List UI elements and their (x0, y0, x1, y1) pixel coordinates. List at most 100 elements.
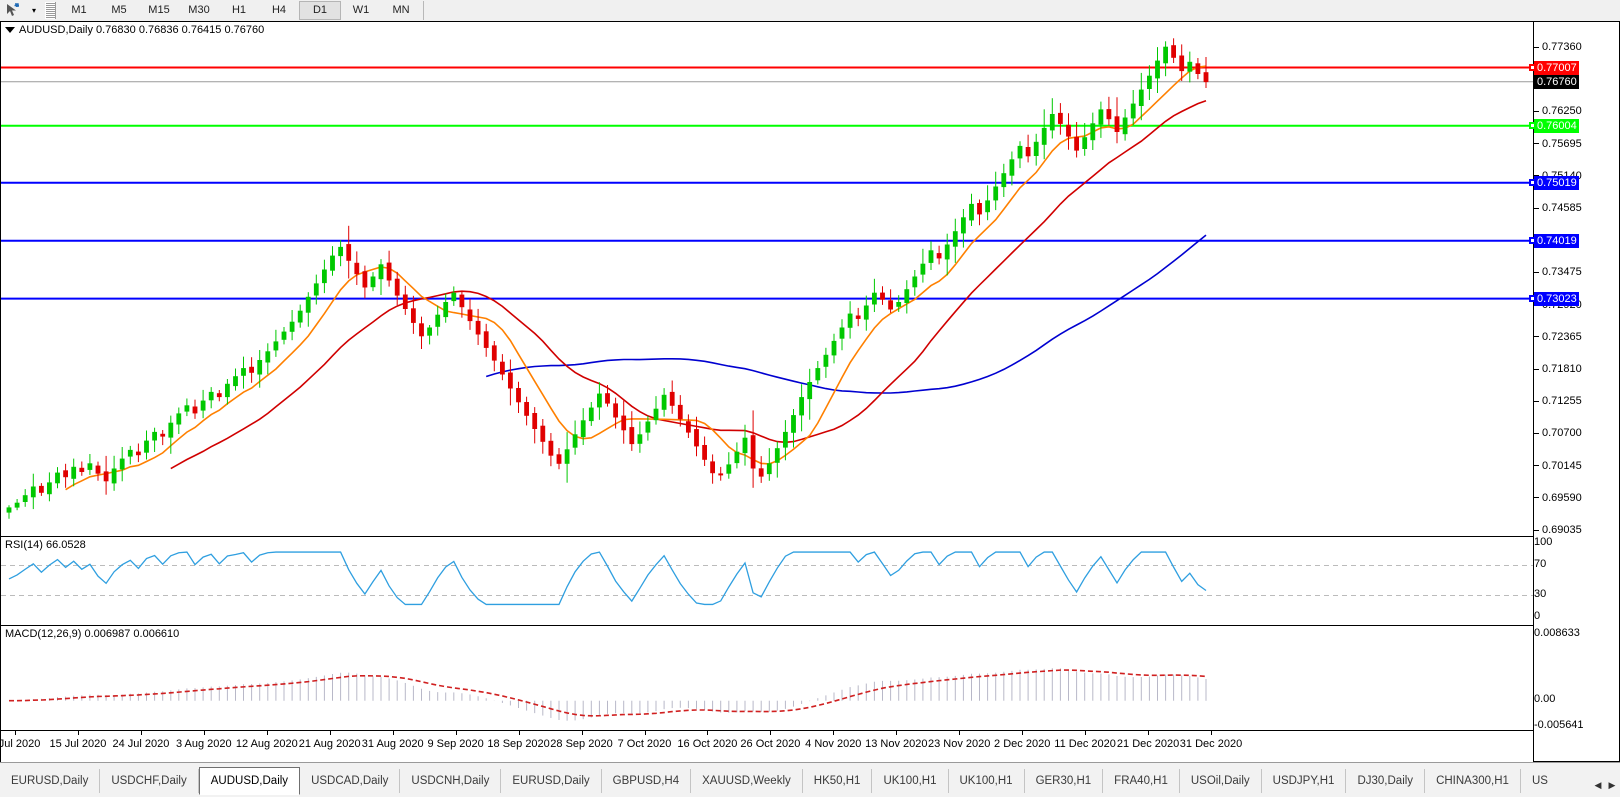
date-tick (392, 731, 394, 735)
chart-tab-usdcnh-daily[interactable]: USDCNH,Daily (400, 769, 502, 793)
date-label: 21 Aug 2020 (298, 738, 361, 750)
date-label: 31 Dec 2020 (1179, 738, 1243, 750)
date-tick (707, 731, 709, 735)
macd-tick: 0.008633 (1534, 627, 1580, 639)
date-label: 7 Oct 2020 (617, 738, 672, 750)
chart-tab-china300-h1[interactable]: CHINA300,H1 (1425, 769, 1521, 793)
price-tick: 0.70700 (1534, 427, 1582, 440)
price-pane-header: AUDUSD,Daily 0.76830 0.76836 0.76415 0.7… (5, 24, 264, 36)
date-tick (203, 731, 205, 735)
timeframe-w1[interactable]: W1 (352, 4, 370, 16)
macd-plot (9, 668, 1207, 721)
price-pane[interactable]: AUDUSD,Daily 0.76830 0.76836 0.76415 0.7… (1, 22, 1533, 536)
price-level-label-0.76760[interactable]: 0.76760 (1534, 74, 1579, 89)
chart-tab-gbpusd-h4[interactable]: GBPUSD,H4 (602, 769, 692, 793)
chart-tab-hk50-h1[interactable]: HK50,H1 (803, 769, 873, 793)
chart-tab-fra40-h1[interactable]: FRA40,H1 (1103, 769, 1180, 793)
date-tick (329, 731, 331, 735)
date-axis: 6 Jul 2020 15 Jul 2020 24 Jul 2020 3 Aug 20… (0, 730, 1533, 762)
rsi-pane[interactable]: RSI(14) 66.0528 (1, 536, 1533, 626)
level-line-handle[interactable] (1529, 237, 1536, 245)
price-tick: 0.69035 (1534, 524, 1582, 537)
price-level-label-0.76004[interactable]: 0.76004 (1534, 118, 1579, 133)
level-line-handle[interactable] (1529, 179, 1536, 187)
date-tick (77, 731, 79, 735)
rsi-tick: 70 (1534, 558, 1547, 571)
tab-scroll-controls[interactable]: ◀ ▶ (1592, 780, 1618, 791)
timeframe-h4[interactable]: H4 (271, 4, 287, 16)
chart-tab-eurusd-daily[interactable]: EURUSD,Daily (0, 769, 101, 793)
price-plot (1, 38, 1533, 519)
chart-tab-usoil-daily[interactable]: USOil,Daily (1180, 769, 1262, 793)
chart-tab-us[interactable]: US (1531, 775, 1548, 787)
rsi-tick: 0 (1534, 610, 1541, 622)
chart-tab-usdchf-daily[interactable]: USDCHF,Daily (100, 769, 199, 793)
price-level-label-0.77007[interactable]: 0.77007 (1534, 60, 1579, 75)
date-label: 3 Aug 2020 (175, 738, 232, 750)
price-level-label-0.74019[interactable]: 0.74019 (1534, 233, 1579, 248)
chart-tab-eurusd-daily[interactable]: EURUSD,Daily (501, 769, 602, 793)
timeframe-m15[interactable]: M15 (148, 4, 170, 16)
date-tick (959, 731, 961, 735)
date-tick (1085, 731, 1087, 735)
timeframe-mn[interactable]: MN (392, 4, 410, 16)
chart-tab-usdjpy-h1[interactable]: USDJPY,H1 (1262, 769, 1347, 793)
date-tick (518, 731, 520, 735)
date-tick (140, 731, 142, 735)
timeframe-group: M1 M5 M15 M30 H1 H4 D1 W1 MN (59, 1, 424, 20)
timeframe-d1[interactable]: D1 (299, 1, 341, 20)
date-label: 31 Aug 2020 (361, 738, 424, 750)
level-line-handle[interactable] (1529, 122, 1536, 130)
rsi-pane-header: RSI(14) 66.0528 (5, 539, 86, 551)
timeframe-m1[interactable]: M1 (71, 4, 87, 16)
price-tick: 0.73475 (1534, 266, 1582, 279)
scroll-right-icon[interactable]: ▶ (1608, 780, 1616, 790)
chart-tab-bar[interactable]: EURUSD,Daily USDCHF,Daily AUDUSD,Daily USDC… (0, 762, 1620, 797)
date-label: 12 Aug 2020 (235, 738, 298, 750)
date-tick (266, 731, 268, 735)
date-tick (455, 731, 457, 735)
rsi-plot (1, 551, 1533, 606)
date-label: 24 Jul 2020 (112, 738, 170, 750)
price-level-label-0.75019[interactable]: 0.75019 (1534, 175, 1579, 190)
date-label: 18 Sep 2020 (487, 738, 550, 750)
date-label: 28 Sep 2020 (550, 738, 613, 750)
date-tick (1148, 731, 1150, 735)
level-line-handle[interactable] (1529, 63, 1536, 71)
date-label: 26 Oct 2020 (740, 738, 801, 750)
date-tick (770, 731, 772, 735)
date-label: 21 Dec 2020 (1116, 738, 1180, 750)
rsi-tick: 30 (1534, 587, 1547, 600)
chevron-down-icon[interactable]: ▾ (31, 6, 36, 15)
date-tick (1022, 731, 1024, 735)
price-tick: 0.72365 (1534, 331, 1582, 344)
price-tick: 0.76250 (1534, 105, 1582, 118)
chart-tab-dj30-daily[interactable]: DJ30,Daily (1346, 769, 1426, 793)
scroll-left-icon[interactable]: ◀ (1594, 780, 1602, 790)
price-tick: 0.74585 (1534, 202, 1582, 215)
chart-tab-xauusd-weekly[interactable]: XAUUSD,Weekly (691, 769, 803, 793)
price-level-label-0.73023[interactable]: 0.73023 (1534, 291, 1579, 306)
chart-tab-ger30-h1[interactable]: GER30,H1 (1025, 769, 1104, 793)
chart-tab-uk100-h1[interactable]: UK100,H1 (872, 769, 949, 793)
chart-tab-usdcad-daily[interactable]: USDCAD,Daily (300, 769, 401, 793)
timeframe-m30[interactable]: M30 (188, 4, 210, 16)
collapse-triangle-icon[interactable] (5, 27, 15, 34)
date-tick (581, 731, 583, 735)
price-tick: 0.75695 (1534, 138, 1582, 151)
chart-tab-uk100-h1[interactable]: UK100,H1 (949, 769, 1025, 793)
level-line-handle[interactable] (1529, 295, 1536, 303)
price-scale[interactable]: 0.773600.762500.756950.751400.745850.734… (1529, 22, 1619, 761)
crosshair-cursor-icon[interactable] (0, 1, 26, 20)
chart-area[interactable]: AUDUSD,Daily 0.76830 0.76836 0.76415 0.7… (0, 21, 1620, 762)
chart-tab-audusd-daily[interactable]: AUDUSD,Daily (198, 767, 301, 795)
timeframe-h1[interactable]: H1 (231, 4, 247, 16)
macd-tick: 0.00 (1534, 693, 1556, 705)
timeframe-m5[interactable]: M5 (111, 4, 127, 16)
date-tick (896, 731, 898, 735)
toolbar-grip[interactable] (45, 2, 56, 19)
macd-pane[interactable]: MACD(12,26,9) 0.006987 0.006610 (1, 625, 1533, 731)
date-tick (15, 731, 16, 735)
date-label: 13 Nov 2020 (865, 738, 928, 750)
